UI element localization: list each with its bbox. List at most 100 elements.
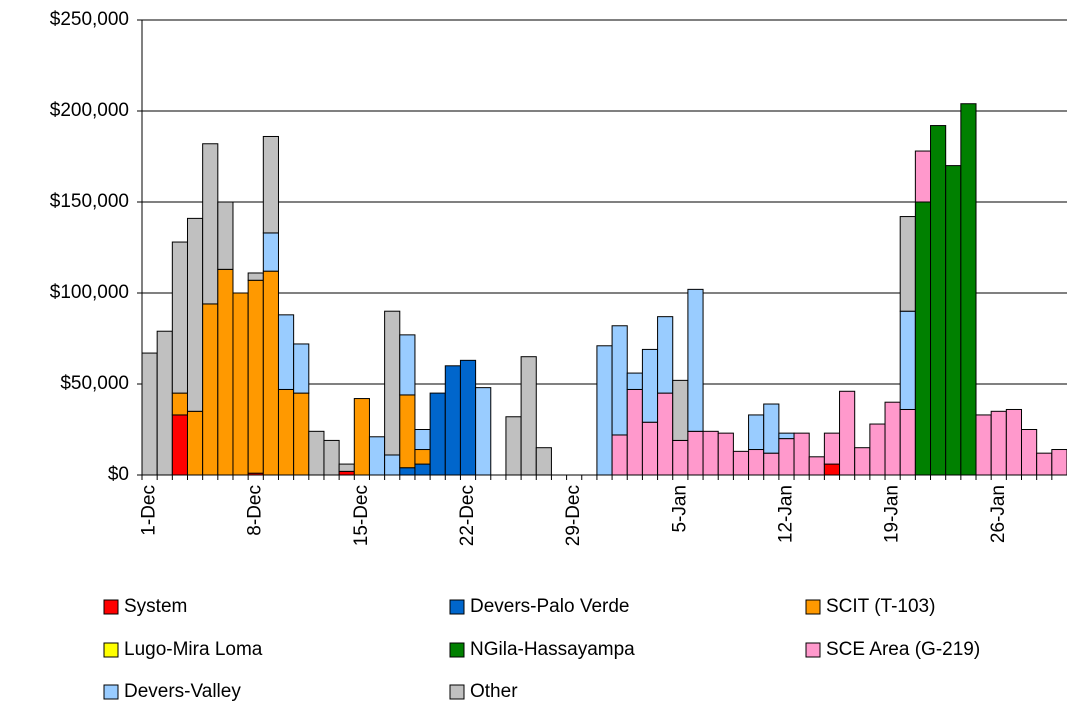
bar-segment [899,216,916,312]
bar-segment [687,430,704,476]
bar-segment [535,447,552,476]
bar-segment [141,352,158,476]
bar-segment [1036,452,1053,476]
x-tick-label: 1-Dec [139,485,160,536]
legend-swatch [449,599,465,615]
legend-label: Devers-Valley [124,681,241,702]
legend-swatch [805,599,821,615]
x-tick-label: 8-Dec [245,485,266,536]
legend-swatch [449,642,465,658]
bar-segment [657,392,674,476]
bar-segment [641,348,659,423]
bar-segment [687,288,704,432]
bar-segment [293,343,310,394]
bar-segment [293,392,310,476]
bar-segment [641,421,659,476]
bar-segment [399,334,416,396]
legend-swatch [805,642,821,658]
bar-segment [323,439,340,476]
bar-segment [823,463,841,476]
bar-segment [626,372,643,390]
bar-segment [353,398,370,476]
bar-segment [429,392,446,476]
bar-segment [672,439,689,476]
bar-segment [748,414,765,451]
bar-segment [475,387,492,476]
bar-segment [338,470,355,476]
bar-segment [1021,429,1038,476]
bar-segment [596,345,613,476]
bar-segment [899,408,916,476]
bar-segment [368,436,386,476]
legend-label: System [124,596,187,617]
legend-label: Devers-Palo Verde [470,596,629,617]
bar-segment [1051,449,1067,476]
bar-segment [217,268,234,476]
bar-segment [156,330,173,476]
bar-segment [171,241,188,394]
bar-segment [732,450,750,476]
bar-segment [384,454,401,476]
bar-segment [748,449,765,476]
bar-segment [945,165,962,476]
bar-segment [308,430,325,476]
x-tick-label: 29-Dec [563,485,584,546]
bar-segment [823,432,841,465]
bar-segment [763,452,780,476]
legend-label: Other [470,681,518,702]
bar-segment [277,314,295,390]
bar-segment [247,279,264,474]
bar-segment [778,432,795,440]
y-tick-label: $50,000 [60,373,129,394]
bar-segment [171,392,188,416]
bar-segment [277,388,295,476]
bar-segment [399,467,416,476]
bar-segment [854,447,871,476]
bar-segment [399,394,416,469]
bar-segment [262,270,279,476]
bar-segment [808,456,825,476]
x-tick-label: 22-Dec [457,485,478,546]
bar-segment [202,143,219,305]
bar-segment [262,232,279,272]
bar-segment [186,410,204,476]
bar-segment [186,217,204,412]
y-tick-label: $250,000 [50,9,129,30]
legend-swatch [103,599,119,615]
bar-segment [914,150,932,203]
legend-label: Lugo-Mira Loma [124,639,263,660]
bar-segment [232,292,249,476]
legend-label: SCIT (T-103) [826,596,935,617]
bar-segment [611,434,628,476]
bar-segment [930,125,947,476]
bar-segment [869,423,886,476]
legend-label: SCE Area (G-219) [826,639,980,660]
bar-segment [414,449,431,465]
bar-segment [990,410,1007,476]
bar-segment [672,379,689,441]
bar-segment [247,272,264,281]
bar-segment [414,463,431,476]
legend-swatch [103,642,119,658]
bar-segment [338,463,355,472]
y-tick-label: $0 [108,464,129,485]
y-tick-label: $200,000 [50,100,129,121]
y-tick-label: $100,000 [50,282,129,303]
bar-segment [839,390,856,476]
bar-segment [960,103,977,476]
bar-segment [171,414,188,476]
bar-segment [975,414,992,476]
x-tick-label: 15-Dec [351,485,372,546]
y-tick-label: $150,000 [50,191,129,212]
x-tick-label: 19-Jan [882,485,903,543]
bar-segment [763,403,780,454]
bar-segment [1005,408,1023,476]
bar-segment [262,135,279,234]
bar-segment [657,316,674,394]
bar-segment [793,432,810,476]
bar-segment [914,201,932,476]
bar-segment [217,201,234,270]
bar-segment [444,365,461,476]
